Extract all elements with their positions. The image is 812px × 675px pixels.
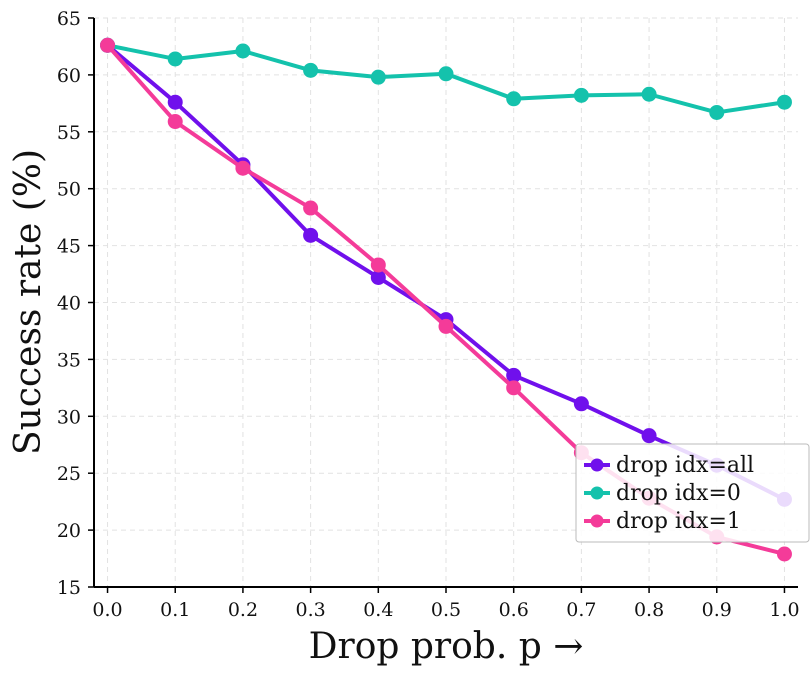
data-point [235,44,250,59]
legend-label: drop idx=1 [616,509,741,534]
y-tick-label: 55 [57,122,81,144]
data-point [439,319,454,334]
data-point [642,428,657,443]
y-tick-label: 45 [57,236,81,258]
data-point [709,105,724,120]
y-tick-label: 35 [57,349,81,371]
x-tick-label: 1.0 [769,599,799,621]
data-point [303,201,318,216]
y-axis-title: Success rate (%) [8,149,49,455]
data-point [235,161,250,176]
y-tick-label: 60 [57,65,81,87]
x-tick-label: 0.3 [296,599,326,621]
x-tick-label: 0.0 [92,599,122,621]
data-point [574,396,589,411]
y-tick-label: 25 [57,463,81,485]
x-tick-label: 0.9 [702,599,732,621]
data-point [506,380,521,395]
x-tick-label: 0.8 [634,599,664,621]
data-point [777,95,792,110]
data-point [303,228,318,243]
y-tick-label: 20 [57,520,81,542]
legend-marker [591,459,604,472]
data-point [777,546,792,561]
y-tick-label: 30 [57,406,81,428]
y-tick-label: 50 [57,179,81,201]
x-axis-title: Drop prob. p → [309,626,584,667]
x-tick-label: 0.1 [160,599,190,621]
legend-marker [591,515,604,528]
data-point [303,63,318,78]
data-point [371,70,386,85]
legend: drop idx=all drop idx=0 drop idx=1 [576,444,809,542]
data-point [371,257,386,272]
y-tick-label: 65 [57,8,81,30]
y-tick-label: 15 [57,577,81,599]
line-chart: 0.0 0.1 0.2 0.3 0.4 0.5 0.6 0.7 0.8 0.9 1.0 15 20 25 3… [0,0,812,675]
data-point [439,66,454,81]
data-point [168,51,183,66]
data-point [574,88,589,103]
legend-label: drop idx=all [616,453,754,478]
x-tick-label: 0.2 [228,599,258,621]
data-point [506,91,521,106]
x-tick-label: 0.7 [566,599,596,621]
data-point [100,38,115,53]
legend-marker [591,487,604,500]
x-tick-label: 0.5 [431,599,461,621]
y-tick-label: 40 [57,293,81,315]
x-tick-label: 0.4 [363,599,393,621]
x-tick-label: 0.6 [499,599,529,621]
data-point [168,95,183,110]
data-point [642,87,657,102]
legend-label: drop idx=0 [616,481,741,506]
data-point [168,114,183,129]
